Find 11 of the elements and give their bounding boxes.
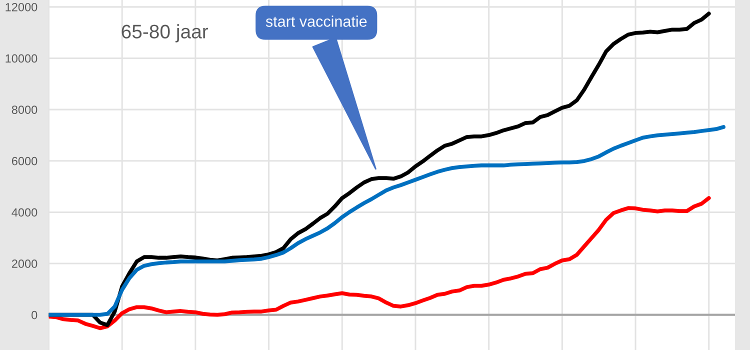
text: 65-80 jaar [122,24,208,42]
y-tick-label: 12000 [6,2,38,12]
y-tick-label: 6000 [12,156,38,166]
line-series [48,125,726,317]
line-series [48,196,711,330]
annotation: start vaccinatie [266,16,367,27]
y-tick-label: 0 [32,310,38,320]
y-tick-label: 10000 [6,54,38,63]
y-tick-label: 2000 [12,260,38,268]
y-tick-label: 4000 [12,208,38,217]
y-tick-label: 8000 [12,106,38,114]
